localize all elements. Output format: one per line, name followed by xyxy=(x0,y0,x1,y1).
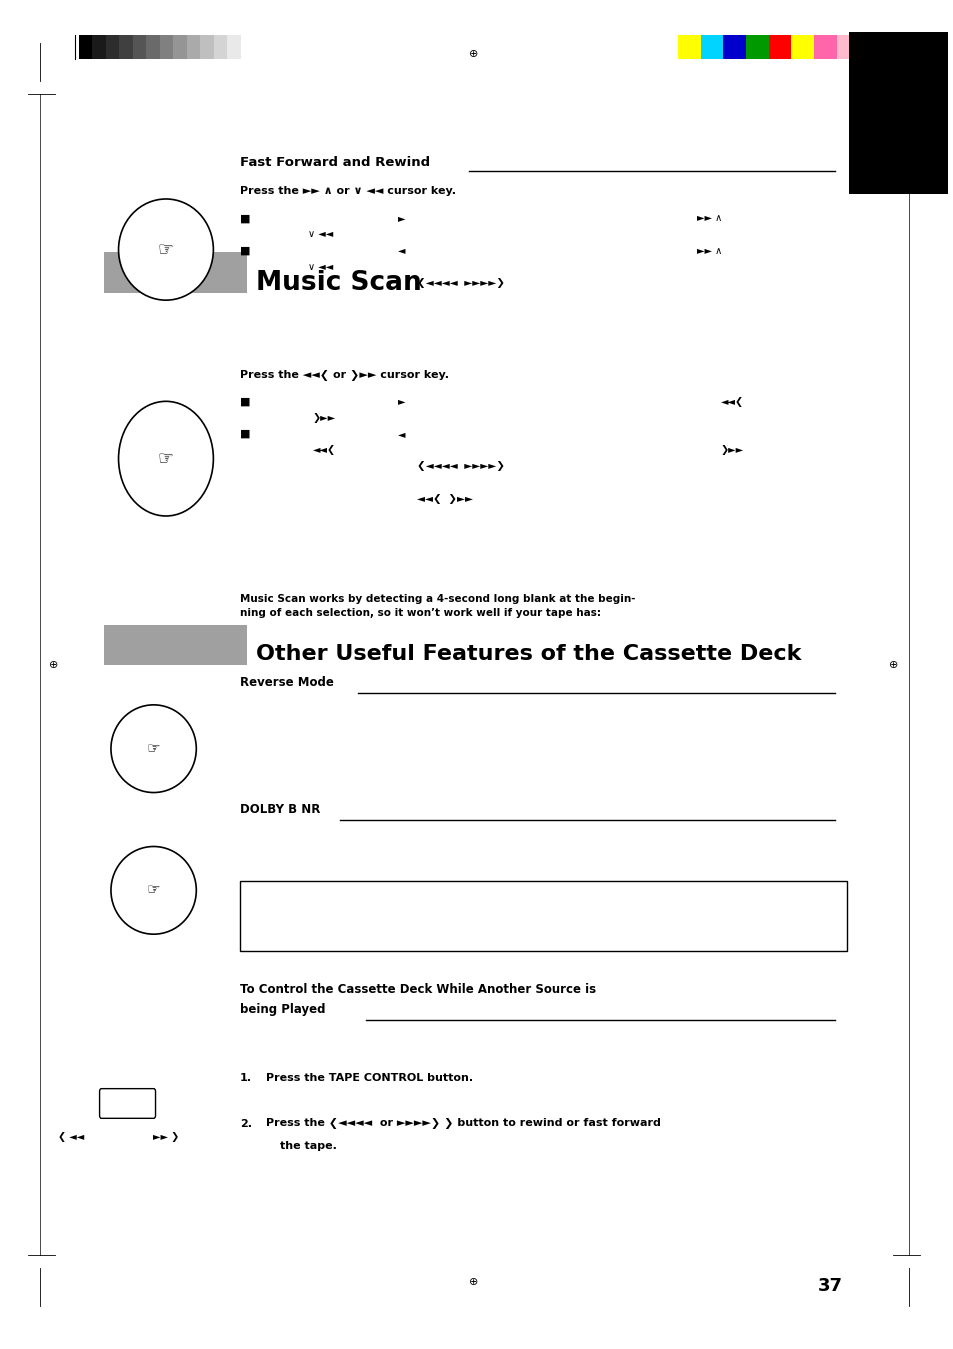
Text: Fast Forward and Rewind: Fast Forward and Rewind xyxy=(240,155,430,169)
Text: ►► ∧: ►► ∧ xyxy=(697,213,721,223)
Text: ⊕: ⊕ xyxy=(888,660,897,670)
Bar xyxy=(92,35,106,59)
Bar xyxy=(836,35,859,59)
Text: ☞: ☞ xyxy=(158,240,173,259)
Text: ■: ■ xyxy=(240,246,251,255)
Bar xyxy=(791,35,813,59)
Text: ■: ■ xyxy=(240,397,251,406)
Bar xyxy=(848,32,947,194)
Bar xyxy=(187,35,200,59)
Text: ☞: ☞ xyxy=(158,449,173,468)
Bar xyxy=(106,35,119,59)
Bar xyxy=(213,35,227,59)
Text: Other Useful Features of the Cassette Deck: Other Useful Features of the Cassette De… xyxy=(255,645,801,664)
Text: being Played: being Played xyxy=(240,1002,325,1016)
Text: ⊕: ⊕ xyxy=(50,660,59,670)
Text: ◄◄❮: ◄◄❮ xyxy=(313,445,335,455)
Bar xyxy=(132,35,146,59)
Bar xyxy=(722,35,745,59)
Text: Reverse Mode: Reverse Mode xyxy=(240,676,334,689)
Bar xyxy=(745,35,768,59)
Bar xyxy=(768,35,791,59)
Bar xyxy=(240,35,253,59)
Bar xyxy=(240,881,846,951)
Bar xyxy=(146,35,159,59)
Text: ❮◄◄◄◄  ►►►►❯: ❮◄◄◄◄ ►►►►❯ xyxy=(416,461,505,471)
Text: ☞: ☞ xyxy=(147,741,160,757)
Text: ❮◄◄◄◄  ►►►►❯: ❮◄◄◄◄ ►►►►❯ xyxy=(416,278,505,287)
Text: Press the TAPE CONTROL button.: Press the TAPE CONTROL button. xyxy=(266,1074,473,1083)
Text: ►► ∧: ►► ∧ xyxy=(697,246,721,255)
Bar xyxy=(813,35,836,59)
Text: ►: ► xyxy=(398,397,405,406)
Ellipse shape xyxy=(118,402,213,515)
Text: ◄: ◄ xyxy=(398,429,405,438)
Text: Press the ►► ∧ or ∨ ◄◄ cursor key.: Press the ►► ∧ or ∨ ◄◄ cursor key. xyxy=(240,186,456,196)
Text: ◄◄❮: ◄◄❮ xyxy=(720,397,743,406)
Text: the tape.: the tape. xyxy=(279,1141,336,1151)
Text: ∨ ◄◄: ∨ ◄◄ xyxy=(308,262,334,271)
Text: Press the ❮◄◄◄◄  or ►►►►❯ ❯ button to rewind or fast forward: Press the ❮◄◄◄◄ or ►►►►❯ ❯ button to rew… xyxy=(266,1118,660,1129)
Ellipse shape xyxy=(111,847,196,934)
Text: DOLBY B NR: DOLBY B NR xyxy=(240,803,320,816)
Text: ❯►►: ❯►► xyxy=(720,445,743,455)
Bar xyxy=(119,35,132,59)
Ellipse shape xyxy=(118,198,213,301)
Text: ⊕: ⊕ xyxy=(469,49,478,59)
Text: ☞: ☞ xyxy=(147,882,160,898)
Text: ■: ■ xyxy=(240,213,251,223)
Text: ◄◄❮  ❯►►: ◄◄❮ ❯►► xyxy=(416,494,473,503)
Text: Music Scan works by detecting a 4-second long blank at the begin-
ning of each s: Music Scan works by detecting a 4-second… xyxy=(240,594,635,618)
Bar xyxy=(173,35,187,59)
Text: ■: ■ xyxy=(240,429,251,438)
Text: 37: 37 xyxy=(817,1278,841,1295)
Text: 1.: 1. xyxy=(240,1074,252,1083)
Bar xyxy=(227,35,240,59)
Bar xyxy=(200,35,213,59)
Bar xyxy=(700,35,722,59)
Text: 2.: 2. xyxy=(240,1120,252,1129)
Text: ►► ❯: ►► ❯ xyxy=(152,1132,179,1143)
Bar xyxy=(79,35,92,59)
Text: Music Scan: Music Scan xyxy=(255,270,421,297)
Bar xyxy=(678,35,700,59)
Bar xyxy=(159,35,173,59)
Text: ►: ► xyxy=(398,213,405,223)
Text: ❯►►: ❯►► xyxy=(313,413,335,422)
Bar xyxy=(859,35,881,59)
Text: ◄: ◄ xyxy=(398,246,405,255)
Bar xyxy=(104,625,246,665)
Text: To Control the Cassette Deck While Another Source is: To Control the Cassette Deck While Anoth… xyxy=(240,982,596,996)
Bar xyxy=(104,252,246,293)
Ellipse shape xyxy=(111,704,196,792)
Text: ⊕: ⊕ xyxy=(469,1276,478,1287)
Text: ❮ ◄◄: ❮ ◄◄ xyxy=(58,1132,84,1143)
Text: Press the ◄◄❮ or ❯►► cursor key.: Press the ◄◄❮ or ❯►► cursor key. xyxy=(240,370,449,380)
FancyBboxPatch shape xyxy=(99,1089,155,1118)
Text: ∨ ◄◄: ∨ ◄◄ xyxy=(308,229,334,239)
